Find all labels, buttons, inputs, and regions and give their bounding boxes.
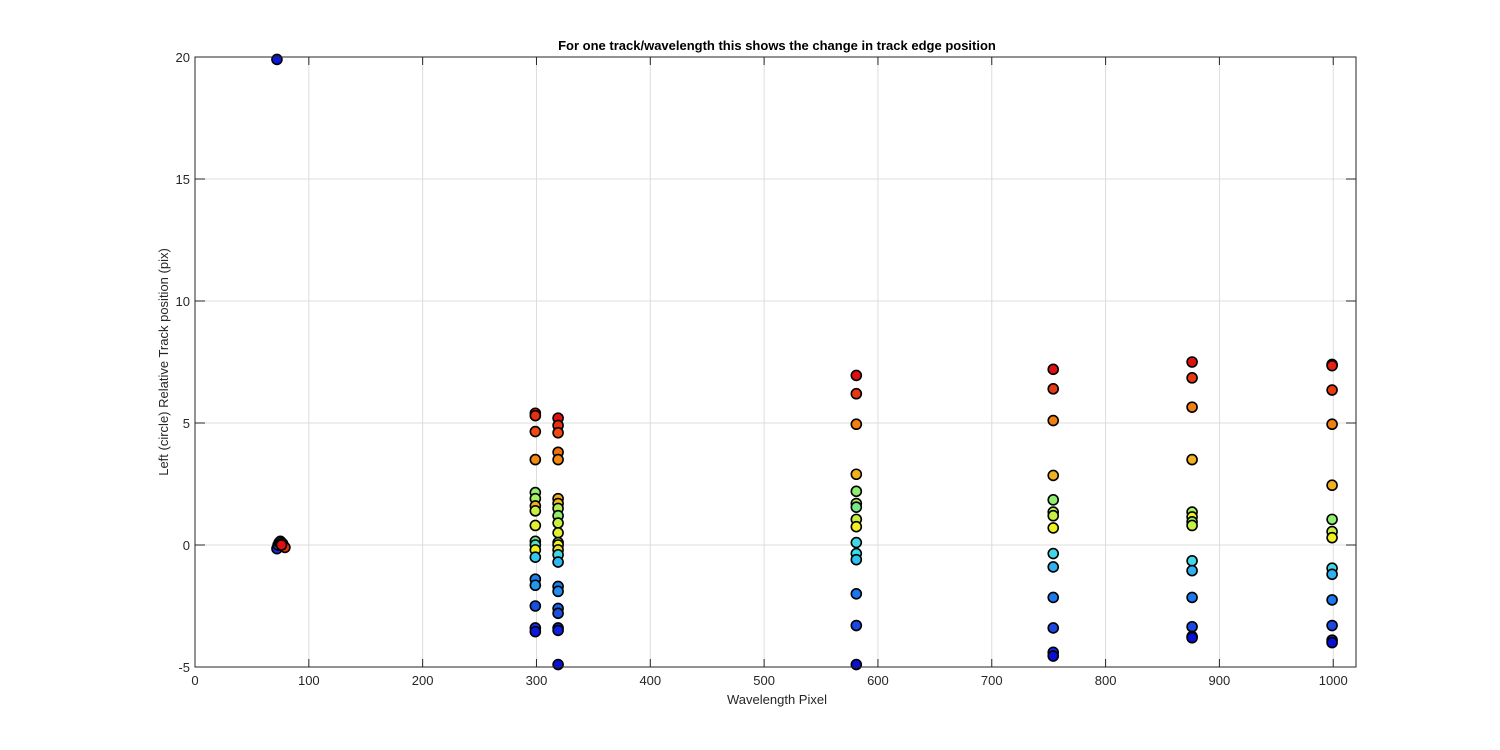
data-point xyxy=(850,501,863,513)
data-point xyxy=(850,536,863,549)
data-point xyxy=(552,585,564,598)
data-point xyxy=(1326,513,1338,526)
data-point xyxy=(1186,453,1198,466)
data-point xyxy=(1186,356,1198,368)
data-point xyxy=(1186,555,1198,567)
y-tick-label: 0 xyxy=(183,538,190,553)
x-tick-label: 500 xyxy=(753,673,775,688)
data-point xyxy=(1186,620,1198,633)
data-point xyxy=(1186,631,1198,644)
y-tick-label: 5 xyxy=(183,416,190,431)
data-point xyxy=(1047,414,1060,427)
data-point xyxy=(850,520,863,533)
x-tick-label: 400 xyxy=(639,673,661,688)
data-point xyxy=(529,409,542,422)
data-point xyxy=(529,505,542,517)
data-point xyxy=(271,53,283,66)
data-point xyxy=(1326,359,1338,372)
data-point xyxy=(1047,622,1060,634)
data-point xyxy=(552,658,564,671)
data-point xyxy=(1047,522,1060,534)
x-tick-label: 200 xyxy=(412,673,434,688)
data-point xyxy=(850,485,863,498)
data-point xyxy=(552,453,564,466)
x-tick-label: 800 xyxy=(1095,673,1117,688)
data-point xyxy=(1047,547,1060,560)
data-point xyxy=(1326,636,1338,649)
data-point xyxy=(1326,531,1338,544)
y-tick-label: 15 xyxy=(176,172,190,187)
data-point xyxy=(1326,619,1338,632)
data-point xyxy=(1186,564,1198,577)
data-point xyxy=(529,425,542,438)
data-point xyxy=(850,418,863,431)
data-point xyxy=(529,625,542,638)
data-point xyxy=(1326,568,1338,581)
x-tick-label: 900 xyxy=(1209,673,1231,688)
data-point xyxy=(1047,509,1060,522)
data-point xyxy=(850,658,863,671)
axes-box xyxy=(194,56,1357,668)
data-point xyxy=(850,468,863,481)
data-point xyxy=(529,600,542,612)
x-tick-label: 100 xyxy=(298,673,320,688)
data-point xyxy=(529,579,542,592)
data-point xyxy=(1186,401,1198,413)
data-point xyxy=(1186,591,1198,604)
data-point xyxy=(1047,494,1060,506)
data-point xyxy=(1326,594,1338,606)
y-tick-label: 10 xyxy=(176,294,190,309)
x-tick-label: 300 xyxy=(526,673,548,688)
data-point xyxy=(1047,561,1060,573)
data-point xyxy=(1326,479,1338,492)
y-tick-label: 20 xyxy=(176,50,190,65)
data-point xyxy=(1326,418,1338,431)
data-point xyxy=(1186,372,1198,384)
data-point xyxy=(850,387,863,400)
ticks-layer: 0 100 200 300 400 500 600 700 800 900 1000-5051015… xyxy=(176,50,1356,688)
y-tick-label: -5 xyxy=(178,660,190,675)
data-point xyxy=(850,369,863,382)
data-point xyxy=(1047,363,1060,376)
x-tick-label: 1000 xyxy=(1319,673,1348,688)
data-point xyxy=(552,426,564,439)
data-point xyxy=(529,551,542,564)
points-layer xyxy=(271,53,1338,671)
data-point xyxy=(850,587,863,600)
data-point xyxy=(1047,383,1060,395)
x-axis-label: Wavelength Pixel xyxy=(727,692,827,707)
data-point xyxy=(552,526,564,539)
data-point xyxy=(552,624,564,637)
data-point xyxy=(1186,519,1198,532)
data-point xyxy=(552,517,564,529)
data-point xyxy=(1047,650,1060,662)
x-tick-label: 0 xyxy=(191,673,198,688)
data-point xyxy=(552,556,564,568)
data-point xyxy=(529,453,542,466)
data-point xyxy=(1326,384,1338,396)
data-point xyxy=(552,607,564,620)
data-point xyxy=(1047,469,1060,482)
x-tick-label: 700 xyxy=(981,673,1003,688)
data-point xyxy=(529,519,542,532)
chart-title: For one track/wavelength this shows the … xyxy=(558,38,996,53)
plot-area xyxy=(195,57,1356,667)
data-point xyxy=(1047,591,1060,604)
data-point xyxy=(850,553,863,566)
data-point xyxy=(850,619,863,632)
y-axis-label: Left (circle) Relative Track position (p… xyxy=(156,248,171,476)
data-point xyxy=(275,539,288,551)
x-tick-label: 600 xyxy=(867,673,889,688)
